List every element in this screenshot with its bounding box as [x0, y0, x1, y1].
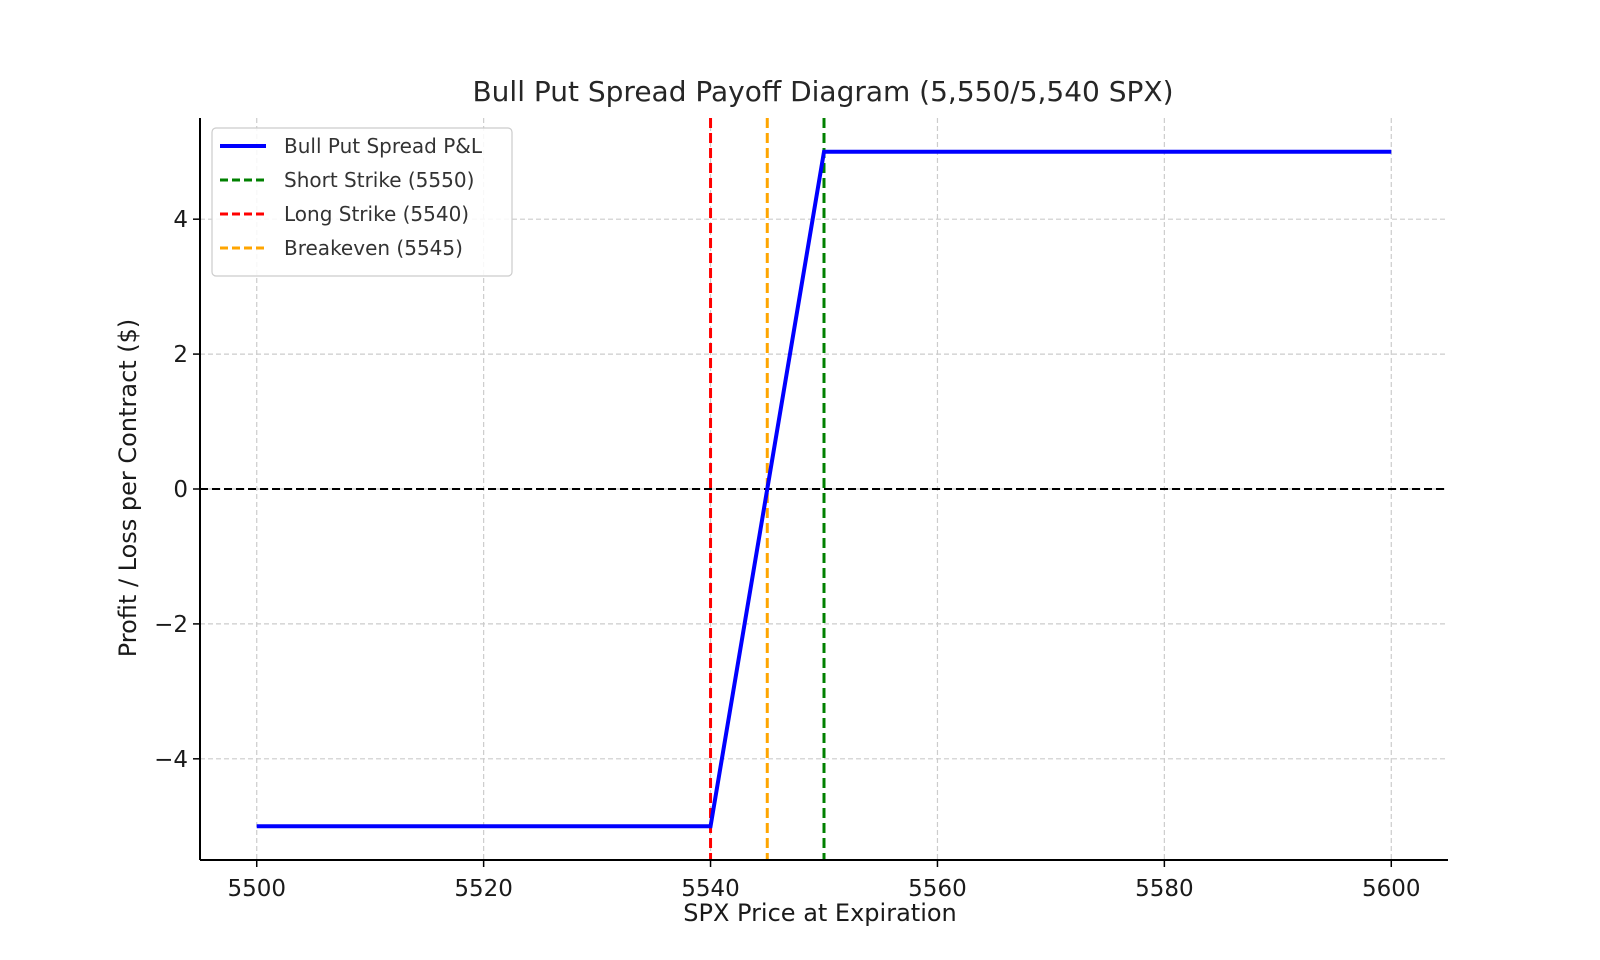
- x-tick-label-2: 5540: [681, 876, 740, 902]
- legend: Bull Put Spread P&L Short Strike (5550) Lo…: [211, 127, 513, 277]
- legend-label-2: Long Strike (5540): [284, 202, 469, 226]
- y-tick-label-3: 2: [173, 342, 188, 368]
- legend-label-0: Bull Put Spread P&L: [284, 134, 483, 158]
- x-tick-label-3: 5560: [908, 876, 967, 902]
- y-tick-label-2: 0: [173, 477, 188, 503]
- x-tick-label-0: 5500: [227, 876, 286, 902]
- y-axis-label: Profit / Loss per Contract ($): [114, 319, 142, 658]
- x-axis-label: SPX Price at Expiration: [683, 899, 957, 927]
- legend-label-1: Short Strike (5550): [284, 168, 474, 192]
- series-line-0: [256, 149, 1392, 829]
- y-tick-label-1: −2: [154, 612, 188, 638]
- ticks: 5500 5520 5540 5560 5580 5600 −4 −2 0 2 4: [154, 207, 1420, 902]
- chart-title: Bull Put Spread Payoff Diagram (5,550/5,…: [472, 75, 1173, 108]
- x-tick-label-4: 5580: [1135, 876, 1194, 902]
- plot-area: [200, 118, 1448, 860]
- y-tick-label-0: −4: [154, 747, 188, 773]
- y-tick-label-4: 4: [173, 207, 188, 233]
- x-tick-label-5: 5600: [1362, 876, 1421, 902]
- legend-label-3: Breakeven (5545): [284, 236, 463, 260]
- x-tick-label-1: 5520: [454, 876, 513, 902]
- legend-box: [211, 127, 513, 277]
